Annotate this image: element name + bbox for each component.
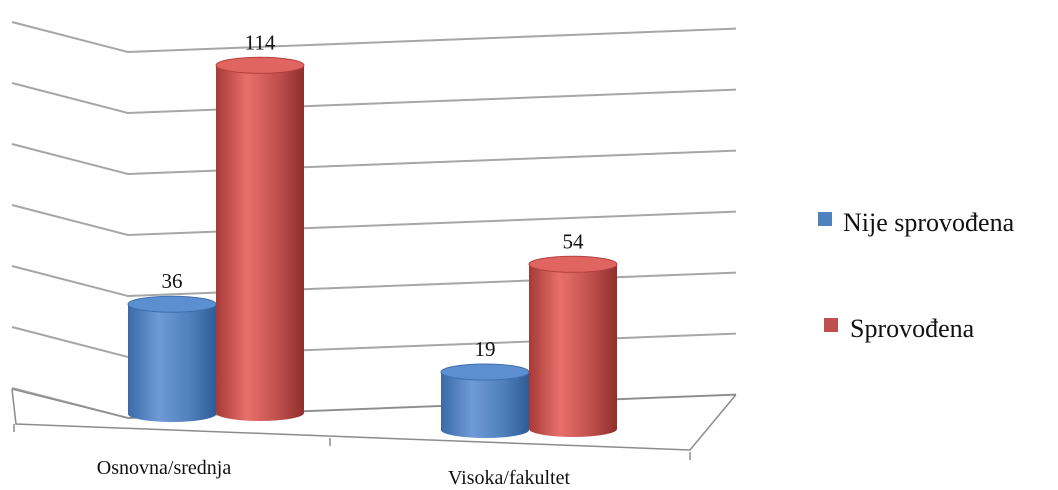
chart-floor: [11, 388, 737, 451]
legend-swatch: [818, 212, 832, 226]
bars: [127, 56, 618, 438]
gridline: [11, 143, 737, 176]
floor-front-edge: [11, 388, 737, 451]
bar-1-0: [440, 363, 530, 438]
bar-0-1: [215, 56, 305, 422]
legend-swatch: [824, 318, 838, 332]
gridline: [11, 265, 737, 298]
gridline: [11, 387, 737, 420]
legend-item: Nije sprovođena: [818, 208, 1015, 237]
bar-1-1: [528, 255, 618, 437]
gridline: [11, 21, 737, 54]
gridlines: [11, 21, 737, 420]
floor-back-edge: [11, 388, 737, 419]
data-label: 54: [563, 229, 585, 253]
legend: Nije sprovođena Sprovođena: [818, 208, 1015, 343]
data-label: 114: [245, 30, 276, 54]
data-label: 36: [162, 269, 183, 293]
legend-label: Sprovođena: [850, 314, 975, 343]
bar-0-0: [127, 295, 217, 422]
x-axis: Osnovna/srednja Visoka/fakultet: [13, 424, 691, 489]
gridline: [11, 204, 737, 237]
x-tick-label: Visoka/fakultet: [448, 467, 571, 489]
gridline: [11, 82, 737, 115]
legend-item: Sprovođena: [824, 314, 975, 343]
legend-label: Nije sprovođena: [843, 208, 1015, 237]
data-label: 19: [475, 337, 496, 361]
x-tick-label: Osnovna/srednja: [97, 457, 232, 479]
gridline: [11, 326, 737, 359]
data-labels: 36 114 19 54: [162, 30, 585, 361]
